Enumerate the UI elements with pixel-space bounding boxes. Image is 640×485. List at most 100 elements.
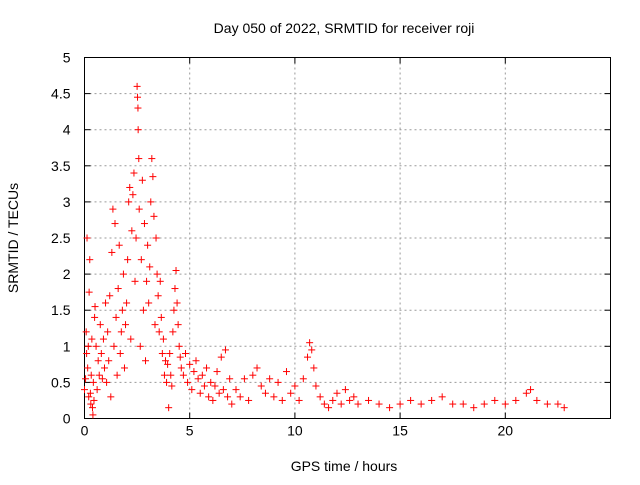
- data-point: [253, 364, 261, 372]
- y-tick-label: 1.5: [51, 302, 71, 318]
- data-point: [136, 342, 144, 350]
- data-point: [522, 389, 530, 397]
- data-point: [329, 396, 337, 404]
- data-point: [179, 371, 187, 379]
- data-point: [480, 400, 488, 408]
- data-point: [171, 285, 179, 293]
- data-point: [207, 378, 215, 386]
- data-point: [159, 335, 167, 343]
- data-point: [213, 368, 221, 376]
- data-point: [95, 371, 103, 379]
- data-point: [151, 321, 159, 329]
- data-point: [274, 378, 282, 386]
- data-point: [84, 342, 92, 350]
- data-point: [152, 234, 160, 242]
- data-point: [386, 404, 394, 412]
- data-point: [117, 328, 125, 336]
- data-point: [312, 382, 320, 390]
- data-point: [192, 357, 200, 365]
- data-point: [109, 205, 117, 213]
- data-point: [134, 104, 142, 112]
- data-point: [125, 198, 133, 206]
- data-point: [87, 400, 95, 408]
- plot-frame: [84, 57, 611, 419]
- data-point: [174, 321, 182, 329]
- data-point: [102, 299, 110, 307]
- data-point: [533, 396, 541, 404]
- data-point: [163, 378, 171, 386]
- data-point: [116, 350, 124, 358]
- data-point: [245, 396, 253, 404]
- data-point: [217, 353, 225, 361]
- data-point: [177, 364, 185, 372]
- data-point: [84, 364, 92, 372]
- data-point: [85, 288, 93, 296]
- data-point: [181, 350, 189, 358]
- data-point: [160, 371, 168, 379]
- data-point: [236, 393, 244, 401]
- data-point: [155, 328, 163, 336]
- data-point: [221, 346, 229, 354]
- data-point: [153, 270, 161, 278]
- x-axis-label: GPS time / hours: [291, 458, 398, 474]
- data-point: [99, 335, 107, 343]
- data-point: [142, 357, 150, 365]
- data-point: [316, 393, 324, 401]
- y-tick-label: 4.5: [51, 86, 71, 102]
- data-point: [527, 386, 535, 394]
- data-point: [341, 386, 349, 394]
- data-points: [81, 82, 568, 419]
- data-point: [86, 256, 94, 264]
- data-point: [164, 360, 172, 368]
- data-point: [105, 357, 113, 365]
- data-point: [428, 396, 436, 404]
- data-point: [459, 400, 467, 408]
- data-point: [282, 368, 290, 376]
- data-point: [92, 342, 100, 350]
- data-point: [240, 375, 248, 383]
- data-point: [396, 400, 404, 408]
- x-tick-label: 15: [392, 423, 408, 439]
- data-point: [287, 389, 295, 397]
- data-point: [134, 93, 142, 101]
- y-tick-label: 4: [63, 122, 71, 138]
- data-point: [158, 350, 166, 358]
- data-point: [501, 400, 509, 408]
- data-point: [147, 198, 155, 206]
- data-point: [157, 313, 165, 321]
- y-tick-label: 2: [63, 266, 71, 282]
- data-point: [88, 335, 96, 343]
- data-point: [110, 342, 118, 350]
- data-point: [172, 266, 180, 274]
- data-point: [190, 368, 198, 376]
- data-point: [107, 393, 115, 401]
- data-point: [165, 404, 173, 412]
- data-point: [205, 393, 213, 401]
- data-point: [122, 321, 130, 329]
- data-point: [82, 328, 90, 336]
- data-point: [114, 285, 122, 293]
- data-point: [438, 393, 446, 401]
- data-point: [112, 313, 120, 321]
- data-point: [261, 389, 269, 397]
- data-point: [93, 386, 101, 394]
- y-axis-label: SRMTID / TECUs: [5, 183, 21, 293]
- data-point: [139, 306, 147, 314]
- data-point: [306, 339, 314, 347]
- data-point: [131, 277, 139, 285]
- data-point: [150, 212, 158, 220]
- data-point: [166, 350, 174, 358]
- data-point: [232, 386, 240, 394]
- data-point: [211, 382, 219, 390]
- data-point: [126, 183, 134, 191]
- data-point: [491, 396, 499, 404]
- data-point: [129, 191, 137, 199]
- data-point: [115, 241, 123, 249]
- grid: [84, 57, 611, 419]
- data-point: [449, 400, 457, 408]
- data-point: [111, 220, 119, 228]
- data-point: [124, 256, 132, 264]
- data-point: [86, 389, 94, 397]
- data-point: [134, 126, 142, 134]
